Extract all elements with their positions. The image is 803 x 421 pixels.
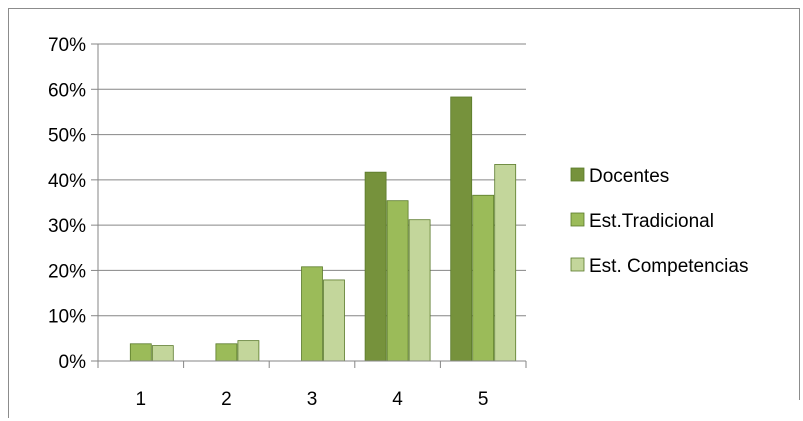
x-tick-label: 5 xyxy=(478,389,489,410)
x-tick-label: 4 xyxy=(392,389,403,410)
y-tick-label: 50% xyxy=(48,126,86,147)
y-tick-label: 40% xyxy=(48,171,86,192)
bar-3-cat-2 xyxy=(238,341,259,361)
y-tick-label: 0% xyxy=(59,352,87,373)
y-tick-label: 10% xyxy=(48,307,86,328)
legend-label: Docentes xyxy=(589,166,669,187)
x-tick-label: 1 xyxy=(136,389,147,410)
x-tick-label: 2 xyxy=(221,389,232,410)
x-tick-label: 3 xyxy=(307,389,318,410)
legend-swatch xyxy=(571,213,584,226)
bar-3-cat-5 xyxy=(495,164,516,361)
bar-3-cat-4 xyxy=(409,220,430,361)
legend-label: Est.Tradicional xyxy=(589,211,714,232)
legend-swatch xyxy=(571,168,584,181)
y-tick-label: 20% xyxy=(48,261,86,282)
bar-2-cat-1 xyxy=(130,344,151,361)
bar-2-cat-2 xyxy=(216,344,237,361)
y-tick-label: 60% xyxy=(48,80,86,101)
legend: Docentes Est.Tradicional Est. Competencias xyxy=(571,166,748,277)
bar-2-cat-3 xyxy=(302,267,323,361)
bar-2-cat-4 xyxy=(387,201,408,361)
bars xyxy=(130,97,515,361)
legend-swatch xyxy=(571,258,584,271)
bar-3-cat-1 xyxy=(152,346,173,361)
y-tick-label: 70% xyxy=(48,35,86,56)
bar-3-cat-3 xyxy=(324,280,345,361)
bar-1-cat-4 xyxy=(365,172,386,361)
y-tick-label: 30% xyxy=(48,216,86,237)
bar-2-cat-5 xyxy=(473,195,494,361)
legend-label: Est. Competencias xyxy=(589,256,748,277)
bar-1-cat-5 xyxy=(451,97,472,361)
